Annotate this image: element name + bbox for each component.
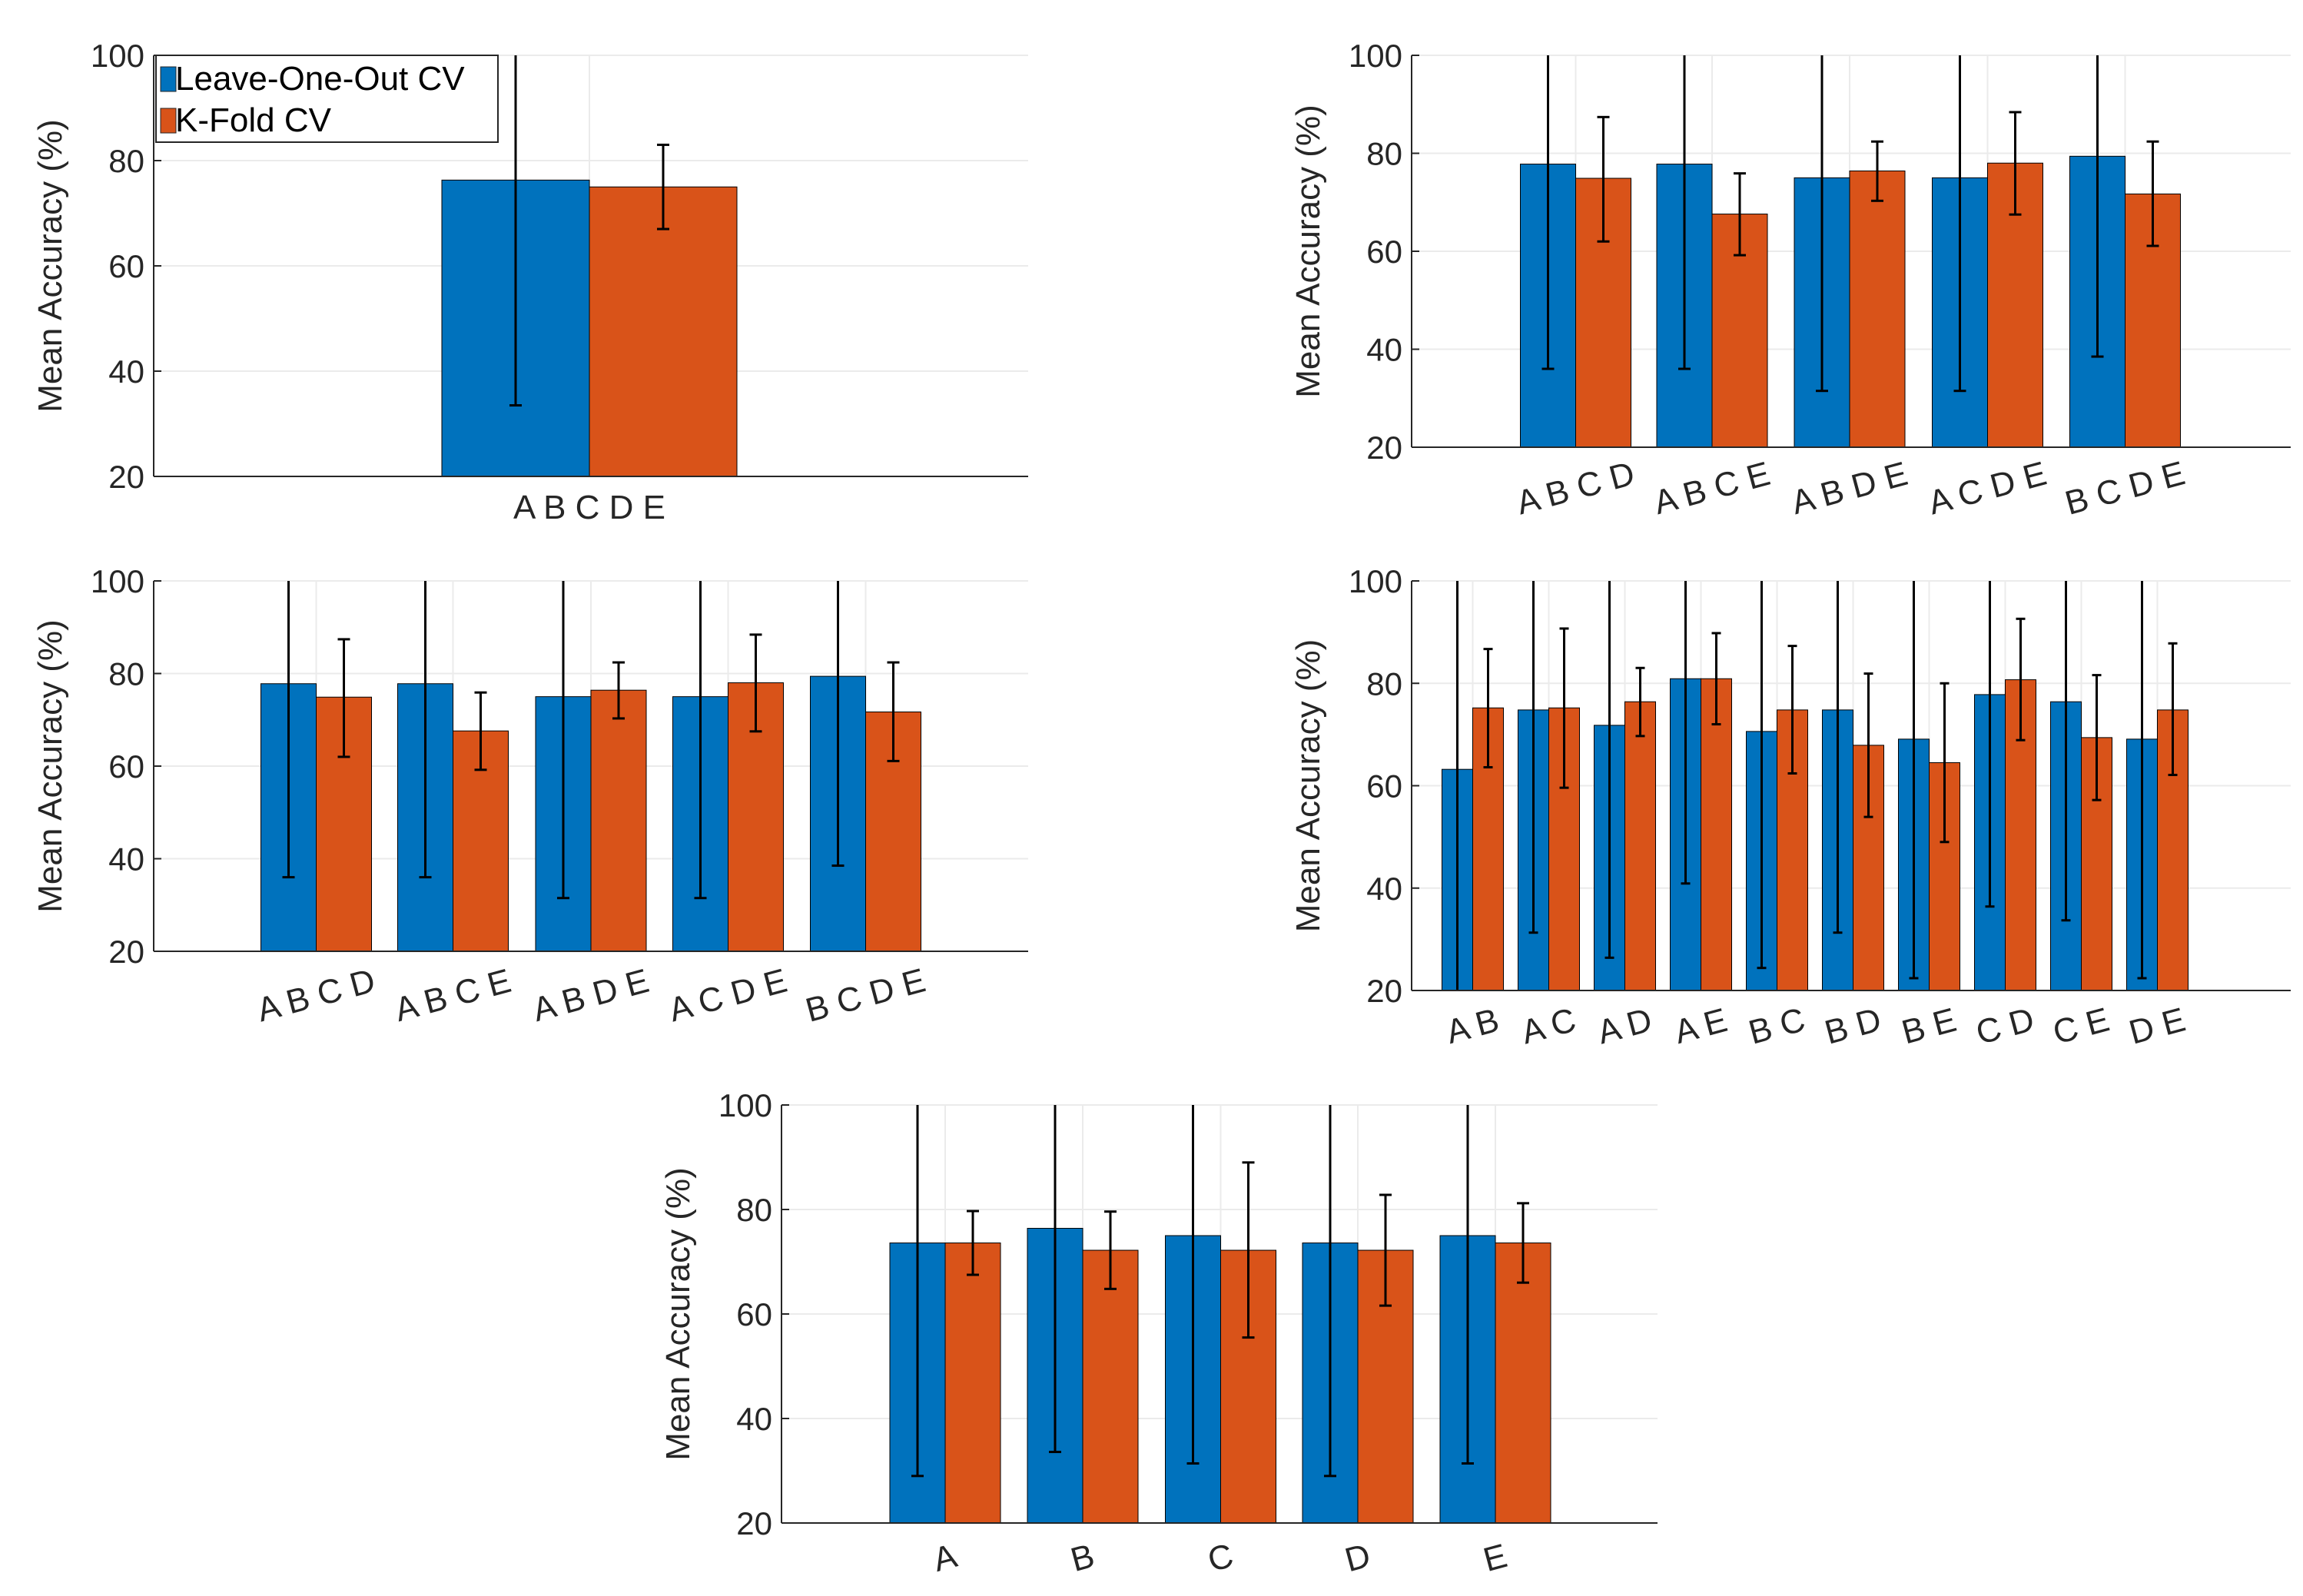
category-label: A B C D [1512, 455, 1638, 523]
y-tick-label: 40 [736, 1401, 772, 1437]
category-label: B C D E [801, 961, 929, 1029]
y-tick-label: 60 [108, 748, 144, 785]
category-label: D [1341, 1537, 1374, 1580]
y-tick-label: 40 [1366, 871, 1402, 907]
category-label: A B D E [1787, 455, 1912, 522]
legend-box [155, 55, 499, 143]
legend-label-loo: Leave-One-Out CV [175, 60, 465, 98]
y-axis-label: Mean Accuracy (%) [1289, 639, 1327, 932]
category-label: A B C D [253, 962, 379, 1030]
bar-kfold [1082, 1249, 1139, 1524]
bar-kfold [1624, 701, 1656, 991]
y-tick-label: 60 [736, 1296, 772, 1332]
y-tick-label: 80 [736, 1192, 772, 1228]
bar-kfold [589, 186, 738, 477]
y-tick-label: 100 [91, 38, 144, 74]
y-tick-label: 80 [108, 143, 144, 179]
category-label: C E [2049, 1000, 2114, 1051]
category-label: B C [1745, 1000, 1810, 1051]
y-tick-label: 100 [718, 1087, 772, 1123]
category-label: C [1204, 1537, 1237, 1580]
chart-panel-single-feature: A B C D E 20 40 60 80 100 Mean Accuracy (%) [659, 1087, 1658, 1579]
category-label: A B C E [1650, 455, 1774, 522]
y-tick-label: 80 [108, 656, 144, 692]
legend-label-kfold: K-Fold CV [175, 101, 332, 139]
legend-swatch-kfold [160, 108, 177, 134]
category-label: A C [1518, 1001, 1580, 1052]
category-label: A B [1442, 1001, 1503, 1051]
category-label: C D [1972, 1000, 2038, 1052]
bar-kfold [1701, 678, 1732, 991]
y-tick-label: 40 [1366, 332, 1402, 368]
chart-panel-abcde: A B C D E 20 40 60 80 100 Mean Accuracy (%) [32, 38, 1028, 526]
category-label: A B C D E [513, 489, 665, 526]
legend-swatch-loo [160, 66, 177, 92]
y-tick-label: 80 [1366, 136, 1402, 172]
y-tick-label: 100 [1349, 563, 1402, 599]
y-tick-label: 100 [1349, 38, 1402, 74]
category-label: B C D E [2061, 454, 2189, 522]
category-label: A C D E [665, 962, 791, 1030]
category-label: B D [1821, 1000, 1886, 1051]
y-tick-label: 20 [736, 1505, 772, 1541]
category-label: A E [1671, 1001, 1731, 1051]
y-tick-label: 20 [1366, 430, 1402, 466]
y-tick-label: 60 [108, 248, 144, 284]
y-tick-label: 60 [1366, 234, 1402, 270]
category-label: A [929, 1537, 961, 1579]
y-axis-label: Mean Accuracy (%) [1289, 105, 1327, 397]
category-label: B E [1898, 1001, 1960, 1052]
category-label: A C D E [1924, 455, 2050, 523]
y-tick-label: 100 [91, 563, 144, 599]
category-label: E [1479, 1537, 1511, 1579]
y-tick-label: 60 [1366, 768, 1402, 805]
y-axis-label: Mean Accuracy (%) [32, 619, 69, 912]
category-label: A B C E [391, 962, 516, 1029]
y-tick-label: 80 [1366, 665, 1402, 702]
category-label: D E [2125, 1000, 2190, 1051]
category-label: A D [1594, 1001, 1656, 1052]
y-tick-label: 40 [108, 353, 144, 390]
y-tick-label: 20 [108, 459, 144, 495]
bar-kfold [944, 1243, 1001, 1524]
bar-kfold [1495, 1243, 1551, 1524]
legend: Leave-One-Out CV K-Fold CV [155, 55, 499, 143]
category-label: A B D E [529, 962, 653, 1029]
y-axis-label: Mean Accuracy (%) [659, 1167, 697, 1460]
y-tick-label: 20 [108, 934, 144, 970]
y-tick-label: 20 [1366, 973, 1402, 1009]
y-tick-label: 40 [108, 841, 144, 878]
category-label: B [1067, 1537, 1098, 1579]
y-axis-label: Mean Accuracy (%) [32, 119, 69, 412]
bar-kfold [1849, 170, 1906, 448]
bar-kfold [590, 689, 647, 952]
